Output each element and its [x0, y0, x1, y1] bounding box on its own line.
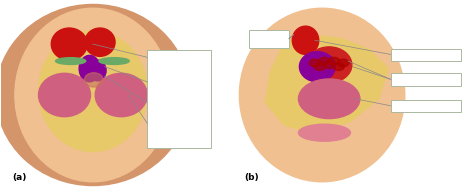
Ellipse shape [307, 47, 352, 83]
Ellipse shape [85, 28, 115, 56]
Ellipse shape [314, 63, 325, 70]
Text: (b): (b) [244, 173, 259, 182]
Ellipse shape [15, 8, 171, 182]
Bar [391, 49, 462, 61]
Ellipse shape [292, 26, 319, 55]
Ellipse shape [328, 57, 339, 65]
Bar [147, 50, 211, 148]
Ellipse shape [38, 73, 91, 117]
Text: (a): (a) [12, 173, 27, 182]
Ellipse shape [95, 73, 147, 117]
Ellipse shape [0, 5, 190, 185]
Ellipse shape [333, 63, 344, 70]
Bar [391, 73, 462, 86]
Bar [249, 30, 289, 48]
Ellipse shape [79, 55, 100, 82]
Bar [391, 100, 462, 112]
Ellipse shape [239, 8, 405, 182]
Polygon shape [265, 35, 388, 133]
Ellipse shape [319, 57, 330, 65]
Ellipse shape [323, 61, 335, 69]
Ellipse shape [55, 58, 86, 64]
Ellipse shape [337, 59, 349, 67]
Ellipse shape [51, 28, 87, 60]
Ellipse shape [89, 60, 106, 81]
Ellipse shape [84, 73, 103, 87]
Ellipse shape [99, 58, 129, 64]
Ellipse shape [38, 31, 147, 152]
Ellipse shape [310, 59, 320, 67]
Ellipse shape [300, 52, 335, 82]
Ellipse shape [299, 79, 360, 119]
Ellipse shape [299, 124, 350, 141]
